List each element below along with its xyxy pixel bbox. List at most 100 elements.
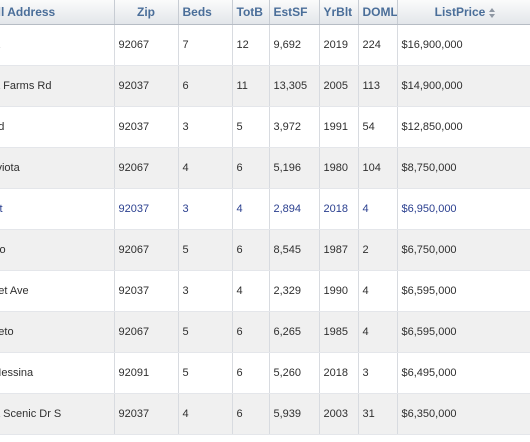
- cell-beds: 4: [178, 147, 233, 189]
- cell-zip: 92037: [114, 106, 179, 148]
- cell-doml: 104: [358, 147, 398, 189]
- column-header-zip[interactable]: Zip: [114, 0, 179, 25]
- column-header-estsf[interactable]: EstSF: [269, 0, 320, 25]
- cell-listprice: $6,595,000: [397, 270, 530, 312]
- cell-zip: 92037: [114, 65, 179, 107]
- cell-estsf: 6,265: [269, 311, 320, 353]
- cell-listprice: $6,950,000: [397, 188, 530, 230]
- table-row[interactable]: olla Scenic Dr S92037465,939200331$6,350…: [0, 393, 530, 435]
- cell-zip: 92037: [114, 270, 179, 312]
- cell-listprice: $6,350,000: [397, 393, 530, 435]
- cell-address: rilla: [0, 24, 115, 66]
- cell-listprice: $14,900,000: [397, 65, 530, 107]
- column-header-label: Beds: [182, 5, 212, 19]
- cell-estsf: 13,305: [269, 65, 320, 107]
- cell-address: olla Scenic Dr S: [0, 393, 115, 435]
- cell-address: Saviota: [0, 147, 115, 189]
- cell-zip: 92037: [114, 393, 179, 435]
- cell-totb: 4: [232, 270, 270, 312]
- column-header-listprice[interactable]: ListPrice: [397, 0, 530, 25]
- column-header-label: Zip: [137, 5, 155, 19]
- column-header-yrblt[interactable]: YrBlt: [319, 0, 359, 25]
- cell-totb: 4: [232, 188, 270, 230]
- cell-zip: 92037: [114, 188, 179, 230]
- cell-beds: 3: [178, 270, 233, 312]
- cell-beds: 3: [178, 188, 233, 230]
- cell-yrblt: 1987: [319, 229, 359, 271]
- table-body: rilla920677129,6922019224$16,900,000olla…: [0, 24, 530, 435]
- cell-doml: 4: [358, 188, 398, 230]
- cell-zip: 92091: [114, 352, 179, 394]
- cell-totb: 11: [232, 65, 270, 107]
- cell-beds: 3: [178, 106, 233, 148]
- cell-zip: 92067: [114, 147, 179, 189]
- cell-totb: 6: [232, 147, 270, 189]
- cell-doml: 113: [358, 65, 398, 107]
- cell-beds: 5: [178, 352, 233, 394]
- cell-listprice: $8,750,000: [397, 147, 530, 189]
- column-header-label: ListPrice: [434, 5, 486, 19]
- cell-totb: 5: [232, 106, 270, 148]
- cell-doml: 4: [358, 311, 398, 353]
- column-header-doml[interactable]: DOML: [358, 0, 398, 25]
- cell-yrblt: 2018: [319, 188, 359, 230]
- cell-listprice: $12,850,000: [397, 106, 530, 148]
- cell-doml: 31: [358, 393, 398, 435]
- cell-estsf: 5,260: [269, 352, 320, 394]
- cell-address: Blvd: [0, 106, 115, 148]
- cell-beds: 5: [178, 311, 233, 353]
- cell-address: Pato: [0, 229, 115, 271]
- column-header-totb[interactable]: TotB: [232, 0, 270, 25]
- cell-yrblt: 2003: [319, 393, 359, 435]
- cell-totb: 12: [232, 24, 270, 66]
- cell-zip: 92067: [114, 311, 179, 353]
- cell-address: olla Farms Rd: [0, 65, 115, 107]
- cell-doml: 2: [358, 229, 398, 271]
- cell-estsf: 2,329: [269, 270, 320, 312]
- table-row[interactable]: olla Farms Rd9203761113,3052005113$14,90…: [0, 65, 530, 107]
- cell-yrblt: 2019: [319, 24, 359, 66]
- cell-estsf: 5,939: [269, 393, 320, 435]
- cell-yrblt: 1990: [319, 270, 359, 312]
- cell-doml: 3: [358, 352, 398, 394]
- cell-zip: 92067: [114, 24, 179, 66]
- cell-beds: 5: [178, 229, 233, 271]
- cell-yrblt: 2018: [319, 352, 359, 394]
- sort-icon[interactable]: [489, 7, 496, 18]
- cell-doml: 4: [358, 270, 398, 312]
- cell-doml: 54: [358, 106, 398, 148]
- cell-doml: 224: [358, 24, 398, 66]
- cell-address: e Messina: [0, 352, 115, 394]
- cell-totb: 6: [232, 393, 270, 435]
- cell-address: ecreto: [0, 311, 115, 353]
- cell-estsf: 8,545: [269, 229, 320, 271]
- cell-address: e St: [0, 188, 115, 230]
- cell-estsf: 5,196: [269, 147, 320, 189]
- column-header-label: Full Address: [0, 5, 56, 19]
- column-header-beds[interactable]: Beds: [178, 0, 233, 25]
- cell-listprice: $16,900,000: [397, 24, 530, 66]
- cell-estsf: 9,692: [269, 24, 320, 66]
- cell-yrblt: 1980: [319, 147, 359, 189]
- cell-beds: 6: [178, 65, 233, 107]
- cell-totb: 6: [232, 352, 270, 394]
- cell-beds: 7: [178, 24, 233, 66]
- column-header-label: DOML: [362, 5, 397, 19]
- cell-address: umet Ave: [0, 270, 115, 312]
- cell-yrblt: 1985: [319, 311, 359, 353]
- cell-listprice: $6,750,000: [397, 229, 530, 271]
- column-header-label: YrBlt: [323, 5, 353, 19]
- header-row: Full Address Zip Beds TotB EstSF YrBlt D…: [0, 0, 530, 25]
- column-header-full-address[interactable]: Full Address: [0, 0, 115, 25]
- cell-zip: 92067: [114, 229, 179, 271]
- cell-beds: 4: [178, 393, 233, 435]
- cell-estsf: 3,972: [269, 106, 320, 148]
